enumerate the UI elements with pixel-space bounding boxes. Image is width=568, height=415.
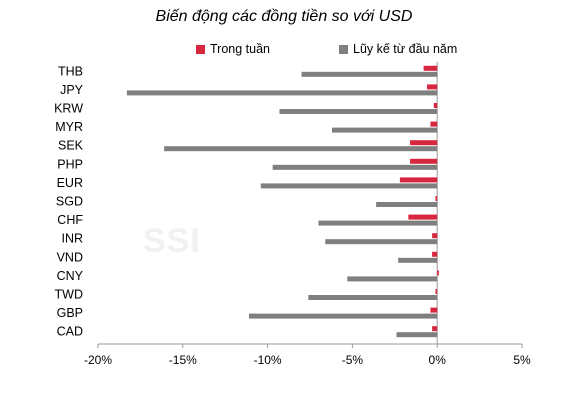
bar-weekly [423,65,438,71]
category-label: TWD [55,288,83,302]
legend-item-ytd: Lũy kế từ đầu năm [339,42,457,56]
bar-ytd [396,332,438,338]
bar-weekly [427,84,438,90]
category-label: MYR [55,120,83,134]
bar-weekly [432,326,438,332]
category-label: GBP [57,306,83,320]
category-label: SGD [56,195,83,209]
bar-weekly [410,140,438,146]
bar-ytd [301,71,438,77]
x-tick-label: -10% [254,353,282,367]
x-tick-label: -5% [342,353,364,367]
bar-weekly [432,251,438,257]
bar-weekly [435,196,438,201]
category-label: CAD [57,325,83,339]
bar-weekly [432,233,438,239]
category-label: EUR [57,176,83,190]
bar-ytd [318,220,438,226]
bar-ytd [164,146,438,152]
bar-ytd [279,109,438,114]
category-label: THB [58,64,83,78]
category-label: KRW [54,102,83,116]
bar-ytd [332,127,438,133]
category-label: PHP [57,157,83,171]
legend-label-ytd: Lũy kế từ đầu năm [353,42,458,56]
bar-weekly [437,270,439,276]
bar-ytd [272,164,438,170]
bar-ytd [308,295,438,300]
watermark: SSI [143,222,201,260]
bar-ytd [260,183,438,189]
bar-weekly [408,214,438,220]
bar-ytd [347,276,438,282]
bar-ytd [248,313,438,319]
bar-ytd [325,239,438,245]
bar-ytd [126,90,438,96]
bar-weekly [399,177,438,183]
bar-ytd [376,202,438,207]
category-label: CNY [57,269,84,283]
chart-title: Biến động các đồng tiền so với USD [155,8,413,25]
bar-weekly [433,103,438,108]
x-tick-label: 0% [429,353,447,367]
bar-weekly [435,289,438,294]
bar-weekly [410,158,438,164]
legend-label-weekly: Trong tuần [210,42,270,56]
category-label: INR [61,232,83,246]
x-tick-label: -20% [84,353,112,367]
category-label: JPY [60,83,84,97]
bar-ytd [398,257,438,263]
category-label: VND [57,250,83,264]
legend-swatch-weekly [196,44,205,54]
x-tick-label: 5% [513,353,531,367]
legend-item-weekly: Trong tuần [196,42,270,56]
x-tick-label: -15% [169,353,197,367]
legend-swatch-ytd [339,44,348,54]
bar-weekly [430,307,438,313]
category-label: CHF [57,213,83,227]
bar-weekly [430,121,438,127]
category-label: SEK [58,139,84,153]
